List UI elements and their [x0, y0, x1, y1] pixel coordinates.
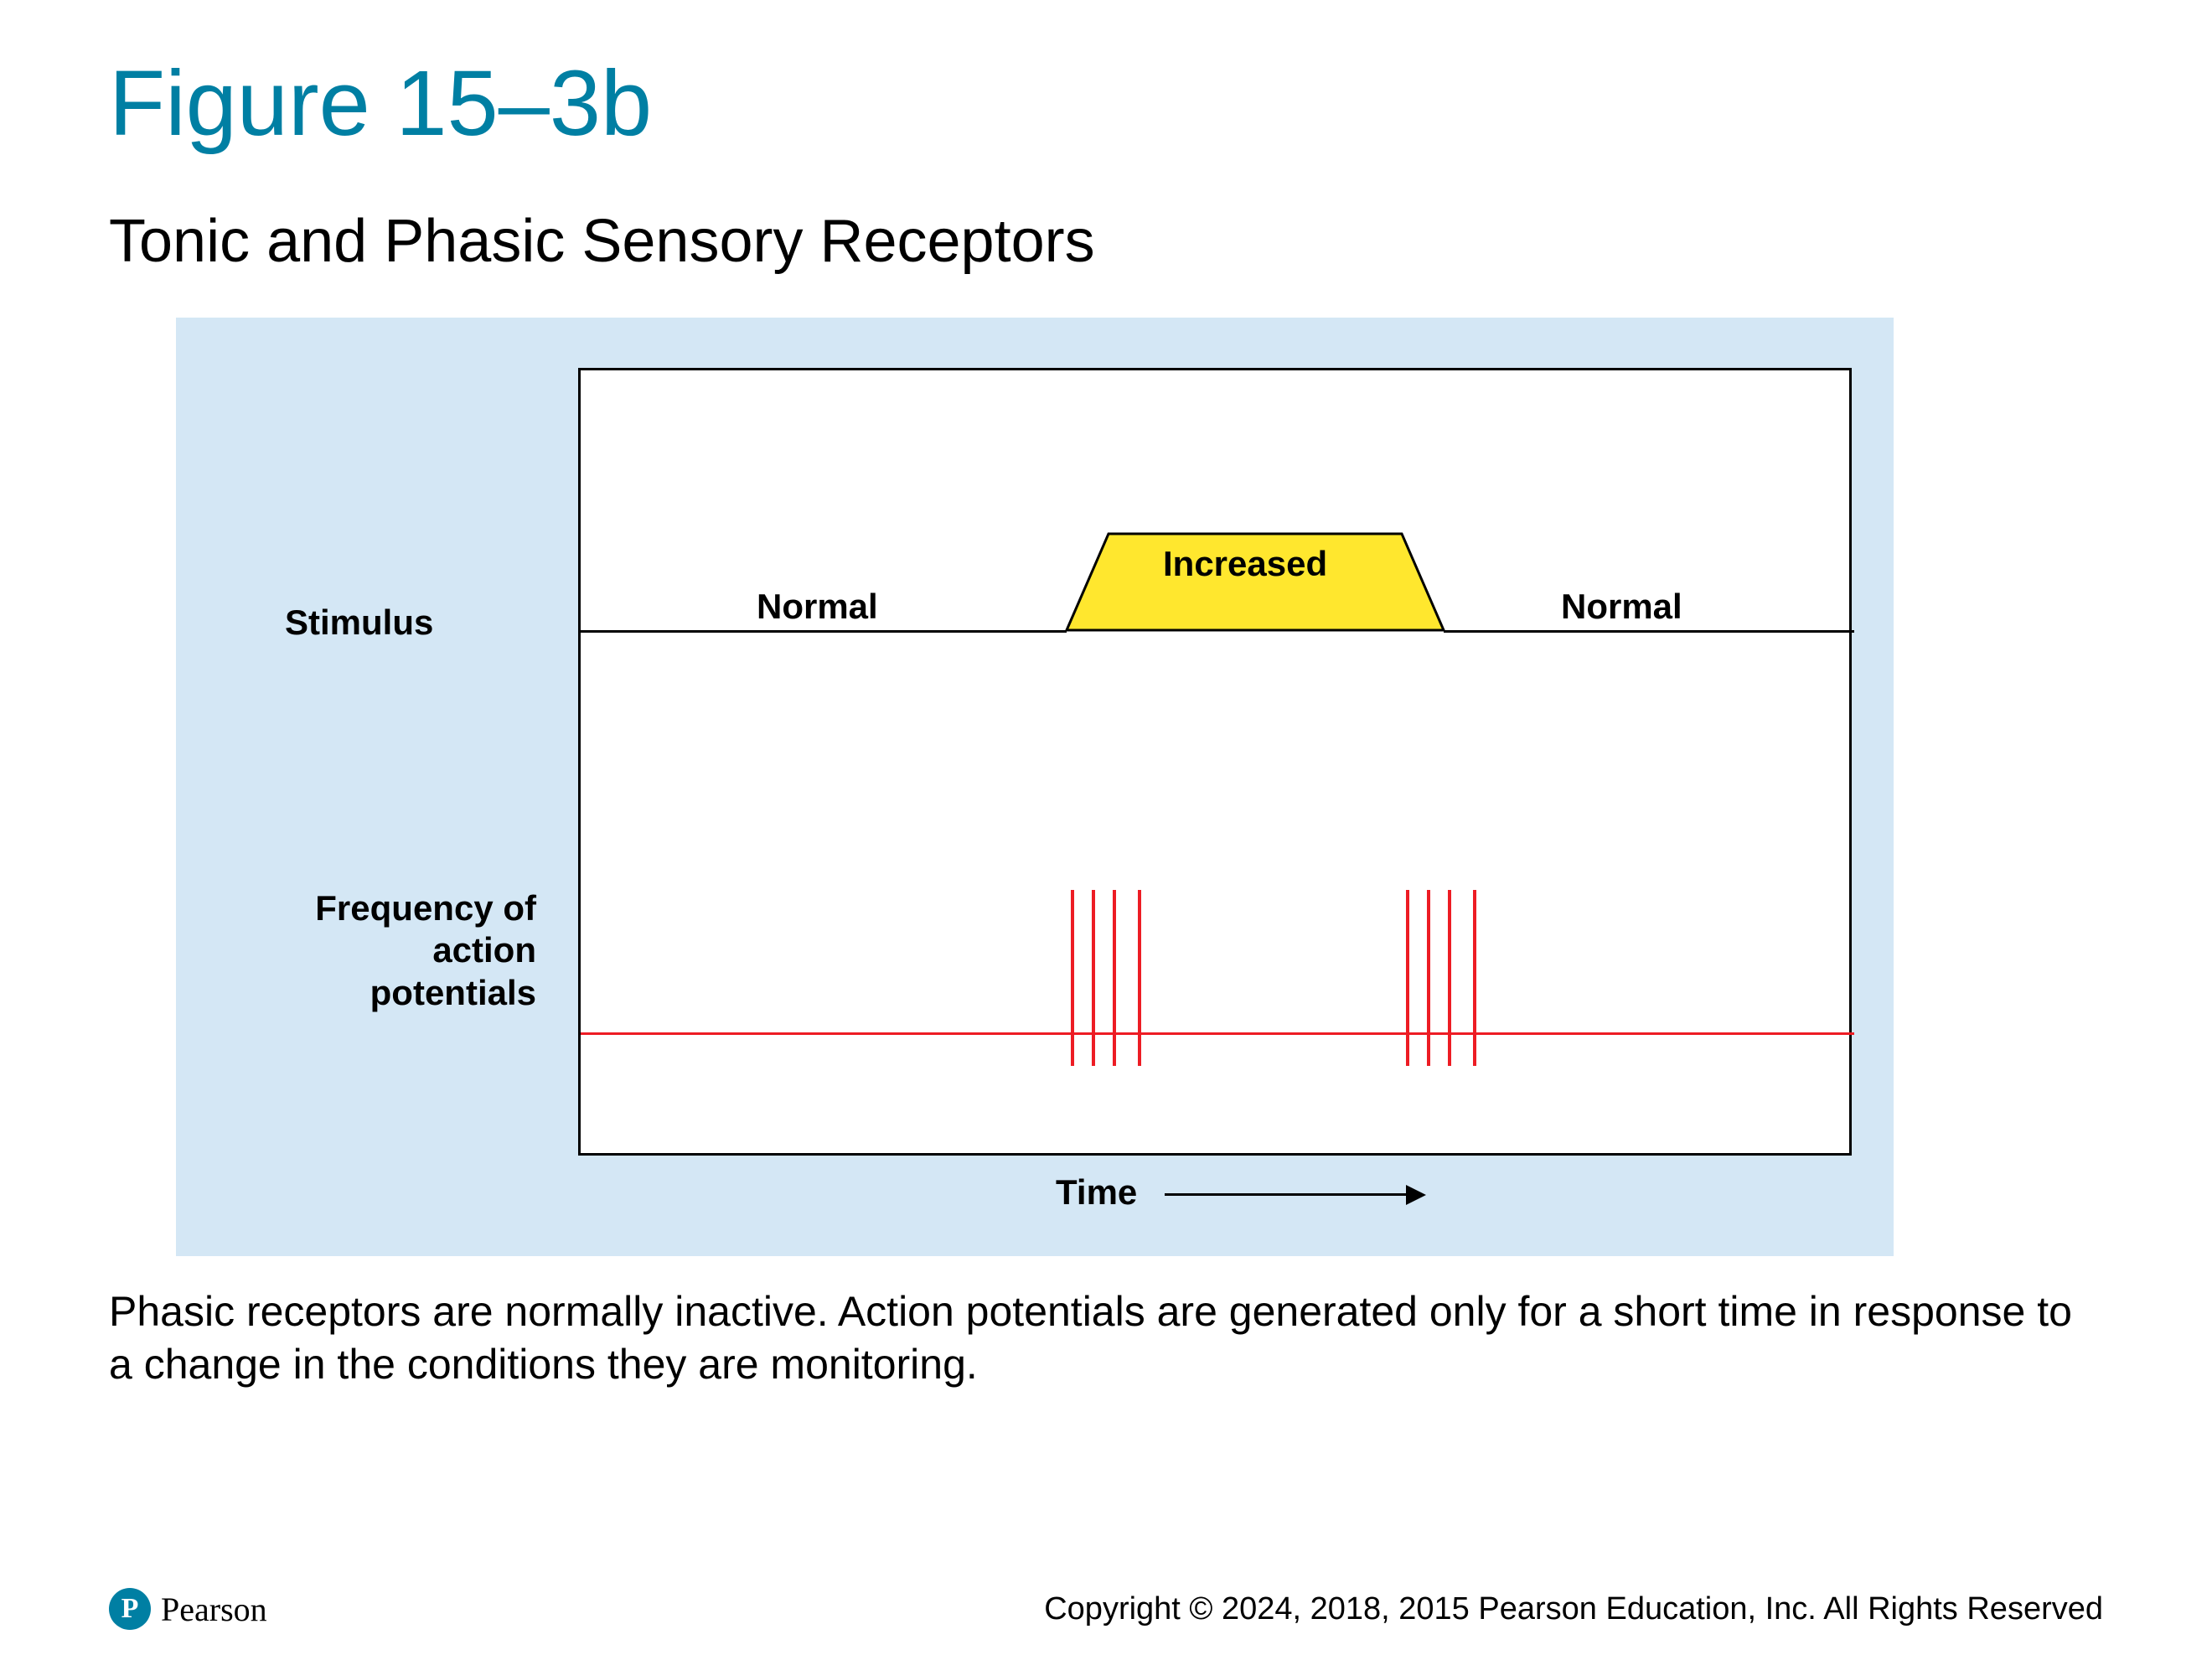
ap-spike [1473, 890, 1476, 1066]
stimulus-baseline-left [581, 630, 1067, 633]
slide-footer: P Pearson Copyright © 2024, 2018, 2015 P… [109, 1588, 2103, 1630]
ap-spike [1071, 890, 1074, 1066]
time-arrow-head [1406, 1185, 1426, 1205]
ap-spike [1138, 890, 1141, 1066]
copyright-text: Copyright © 2024, 2018, 2015 Pearson Edu… [1044, 1591, 2103, 1627]
time-arrow-line [1165, 1193, 1408, 1196]
pearson-logo: P Pearson [109, 1588, 267, 1630]
figure-title: Figure 15–3b [109, 50, 2103, 157]
normal-label-left: Normal [757, 587, 878, 627]
ap-spike [1113, 890, 1116, 1066]
ap-baseline [581, 1032, 1854, 1035]
stimulus-label: Stimulus [285, 603, 433, 643]
diagram-panel: Stimulus Frequency of action potentials … [176, 318, 1894, 1256]
frequency-label-text: Frequency of action potentials [315, 888, 536, 1012]
ap-spike [1427, 890, 1430, 1066]
figure-caption: Phasic receptors are normally inactive. … [109, 1285, 2103, 1390]
ap-spike [1092, 890, 1095, 1066]
normal-label-right: Normal [1561, 587, 1682, 627]
increased-label: Increased [1163, 544, 1327, 584]
stimulus-baseline-right [1444, 630, 1854, 633]
pearson-brand-text: Pearson [161, 1590, 267, 1629]
slide-container: Figure 15–3b Tonic and Phasic Sensory Re… [0, 0, 2212, 1655]
time-label: Time [1056, 1172, 1137, 1213]
pearson-p-icon: P [109, 1588, 151, 1630]
figure-subtitle: Tonic and Phasic Sensory Receptors [109, 207, 2103, 276]
frequency-label: Frequency of action potentials [285, 887, 536, 1014]
ap-spike [1406, 890, 1409, 1066]
plot-area: Normal Increased Normal [578, 368, 1852, 1156]
ap-spike [1448, 890, 1451, 1066]
